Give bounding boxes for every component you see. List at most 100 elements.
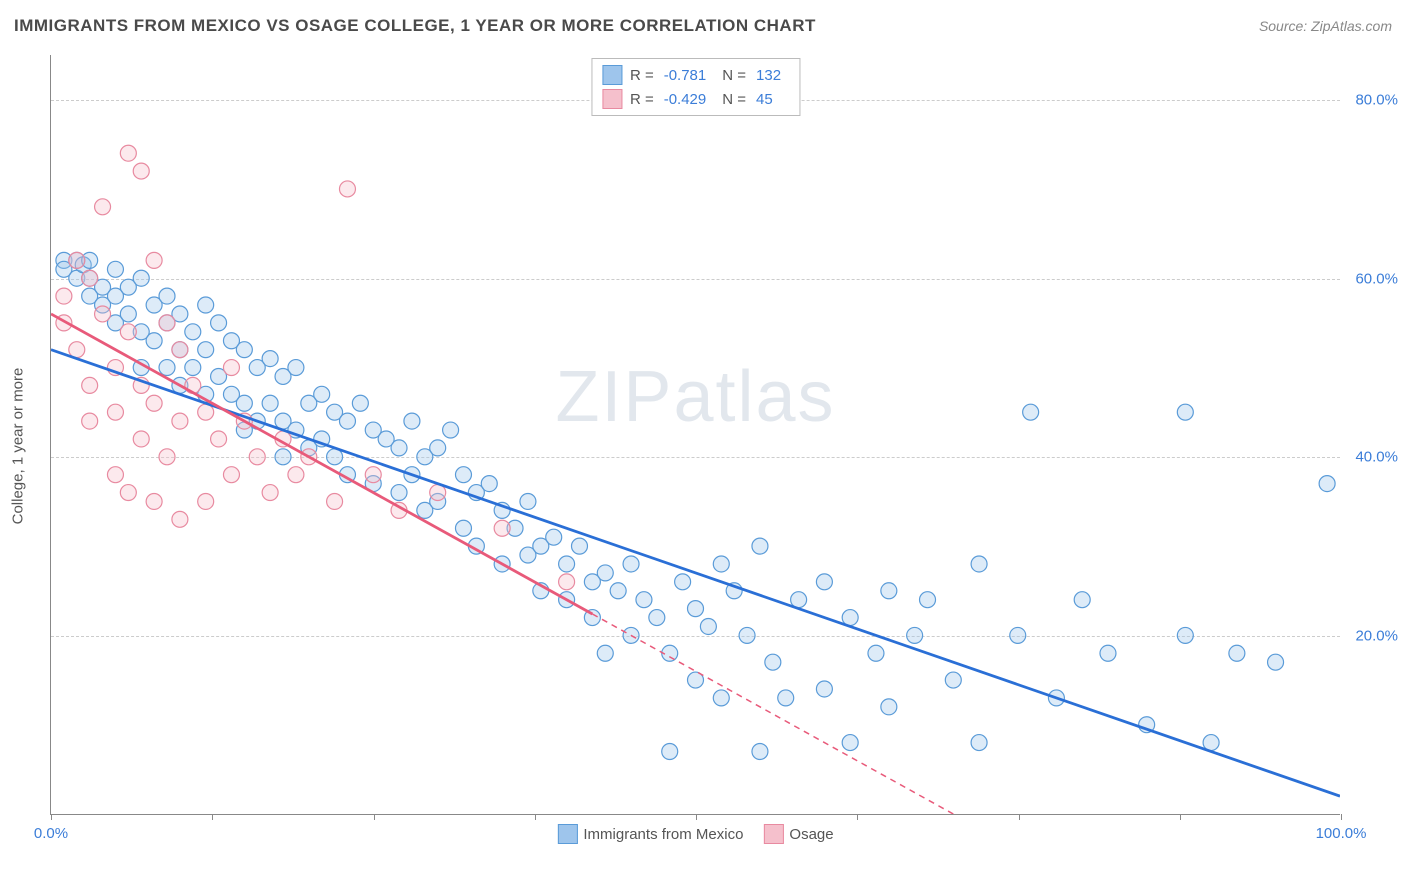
xtick [1019, 814, 1020, 820]
scatter-point [314, 386, 330, 402]
scatter-point [288, 467, 304, 483]
scatter-point [56, 288, 72, 304]
chart-svg [51, 55, 1340, 814]
xtick [696, 814, 697, 820]
scatter-point [95, 306, 111, 322]
scatter-point [571, 538, 587, 554]
scatter-point [288, 360, 304, 376]
xtick [51, 814, 52, 820]
scatter-point [700, 618, 716, 634]
scatter-point [1229, 645, 1245, 661]
scatter-point [159, 288, 175, 304]
legend-n-label: N = [722, 67, 746, 84]
scatter-point [739, 627, 755, 643]
scatter-point [159, 360, 175, 376]
scatter-point [559, 556, 575, 572]
legend-r-value: -0.781 [664, 67, 707, 84]
scatter-point [662, 744, 678, 760]
legend-n-label: N = [722, 91, 746, 108]
scatter-point [391, 485, 407, 501]
scatter-point [816, 681, 832, 697]
scatter-point [159, 449, 175, 465]
legend-r-label: R = [630, 91, 654, 108]
legend-swatch [557, 824, 577, 844]
scatter-point [842, 735, 858, 751]
scatter-point [546, 529, 562, 545]
ytick-label: 80.0% [1348, 91, 1398, 108]
scatter-point [816, 574, 832, 590]
scatter-point [920, 592, 936, 608]
scatter-point [172, 342, 188, 358]
scatter-point [868, 645, 884, 661]
scatter-point [120, 145, 136, 161]
scatter-point [236, 342, 252, 358]
scatter-point [1319, 476, 1335, 492]
scatter-point [1023, 404, 1039, 420]
scatter-point [107, 467, 123, 483]
scatter-point [172, 511, 188, 527]
scatter-point [881, 583, 897, 599]
scatter-point [262, 485, 278, 501]
scatter-point [198, 297, 214, 313]
scatter-point [391, 440, 407, 456]
scatter-point [713, 556, 729, 572]
legend-n-value: 45 [756, 91, 773, 108]
plot-area: ZIPatlas 20.0%40.0%60.0%80.0%0.0%100.0%R… [50, 55, 1340, 815]
legend-swatch [602, 89, 622, 109]
scatter-point [1010, 627, 1026, 643]
scatter-point [146, 252, 162, 268]
scatter-point [443, 422, 459, 438]
scatter-point [120, 324, 136, 340]
scatter-point [688, 601, 704, 617]
scatter-point [971, 735, 987, 751]
legend-stats-row: R =-0.429N =45 [602, 87, 789, 111]
ytick-label: 60.0% [1348, 270, 1398, 287]
scatter-point [1177, 627, 1193, 643]
xtick [535, 814, 536, 820]
scatter-point [765, 654, 781, 670]
scatter-point [211, 315, 227, 331]
scatter-point [185, 360, 201, 376]
trend-line [51, 314, 592, 614]
scatter-point [339, 181, 355, 197]
scatter-point [752, 538, 768, 554]
xtick [374, 814, 375, 820]
ytick-label: 40.0% [1348, 449, 1398, 466]
scatter-point [146, 493, 162, 509]
legend-series: Immigrants from Mexico Osage [557, 824, 833, 844]
scatter-point [649, 610, 665, 626]
scatter-point [236, 395, 252, 411]
legend-label: Immigrants from Mexico [583, 826, 743, 843]
scatter-point [907, 627, 923, 643]
scatter-point [262, 351, 278, 367]
scatter-point [1268, 654, 1284, 670]
scatter-point [971, 556, 987, 572]
trend-line [51, 350, 1340, 796]
scatter-point [430, 440, 446, 456]
xtick [1341, 814, 1342, 820]
scatter-point [133, 163, 149, 179]
scatter-point [365, 467, 381, 483]
legend-item: Immigrants from Mexico [557, 824, 743, 844]
scatter-point [146, 395, 162, 411]
scatter-point [404, 413, 420, 429]
scatter-point [107, 261, 123, 277]
scatter-point [82, 377, 98, 393]
scatter-point [520, 493, 536, 509]
scatter-point [455, 467, 471, 483]
scatter-point [198, 342, 214, 358]
scatter-point [494, 520, 510, 536]
scatter-point [211, 431, 227, 447]
scatter-point [455, 520, 471, 536]
scatter-point [945, 672, 961, 688]
legend-label: Osage [789, 826, 833, 843]
xtick [212, 814, 213, 820]
scatter-point [597, 645, 613, 661]
scatter-point [223, 360, 239, 376]
scatter-point [198, 493, 214, 509]
chart-title: IMMIGRANTS FROM MEXICO VS OSAGE COLLEGE,… [14, 16, 816, 36]
scatter-point [133, 270, 149, 286]
legend-swatch [763, 824, 783, 844]
scatter-point [185, 324, 201, 340]
scatter-point [223, 467, 239, 483]
